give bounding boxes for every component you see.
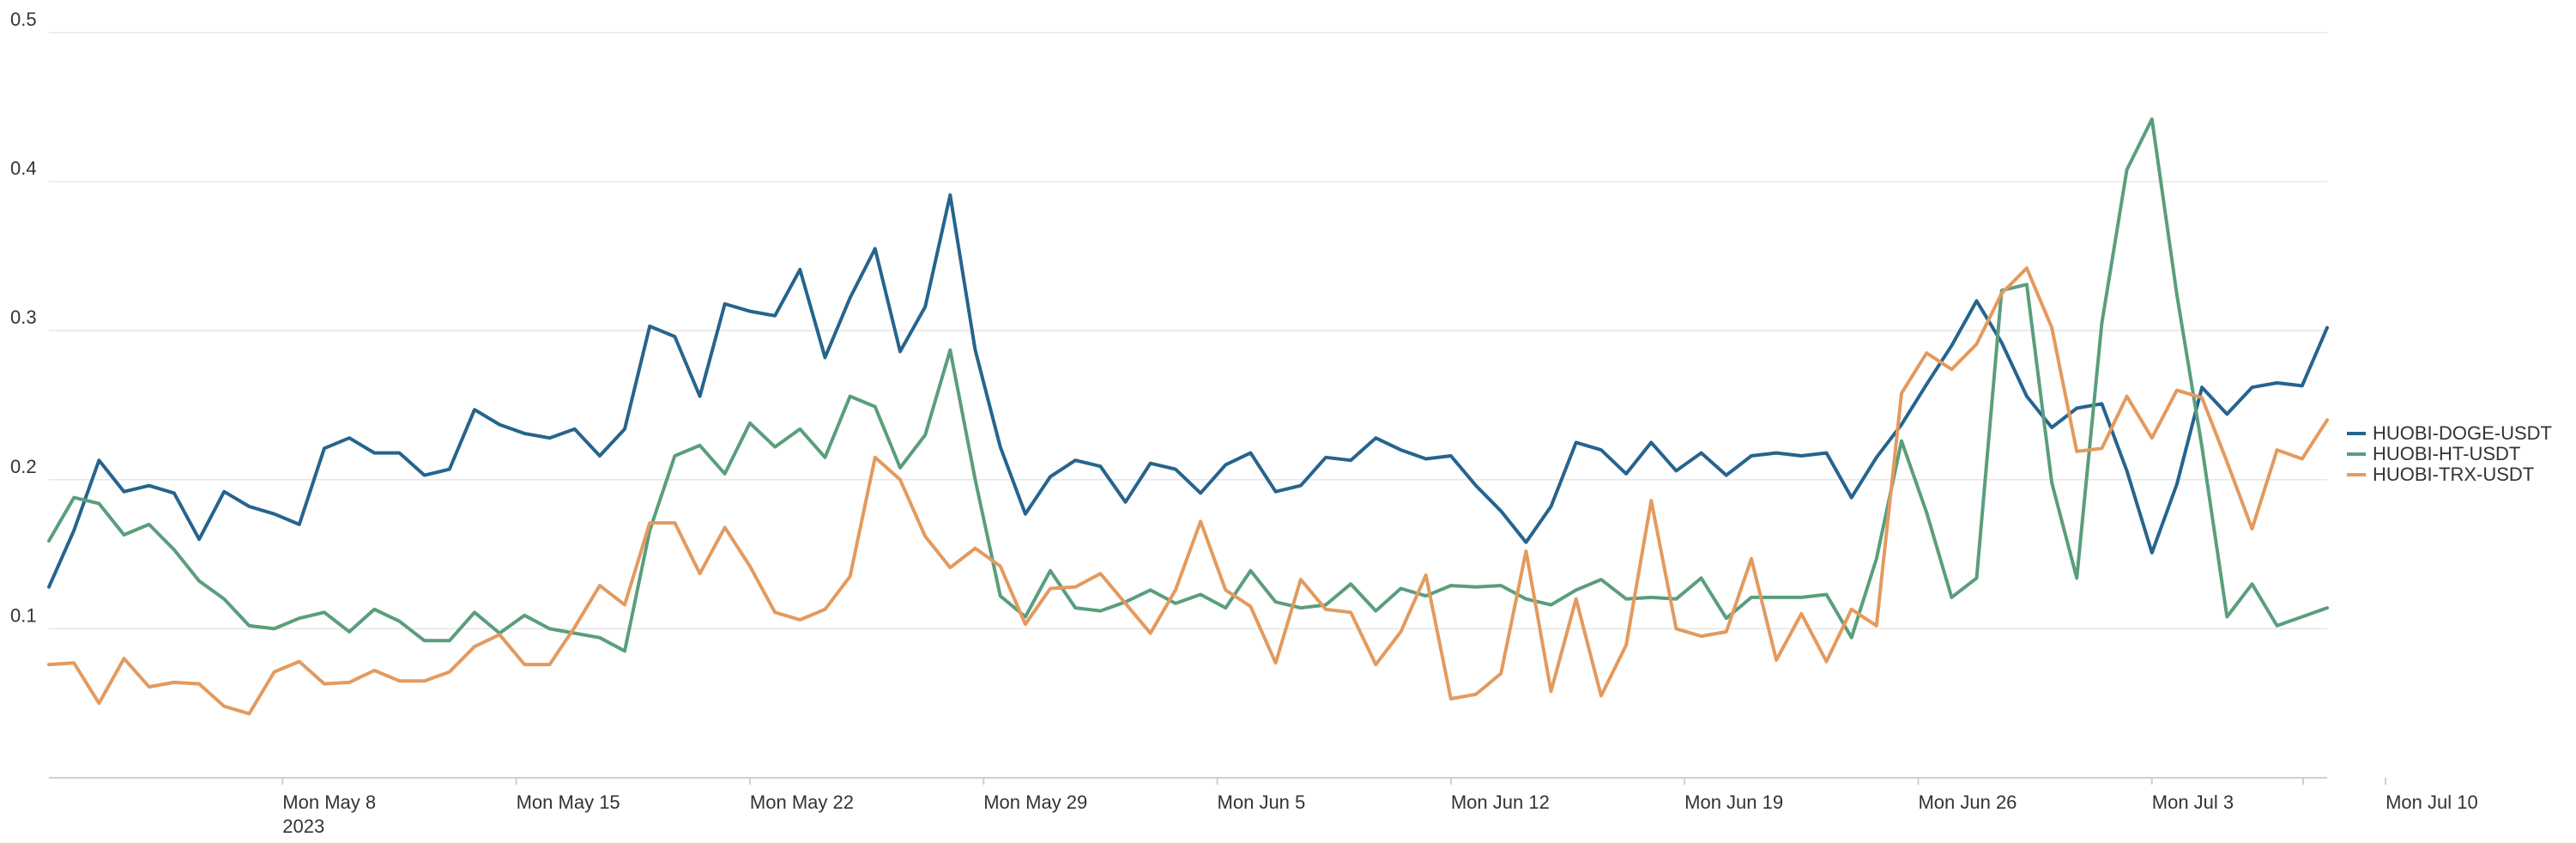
series-line-huobi-doge-usdt: [47, 193, 2329, 589]
x-tick-sublabel: 2023: [282, 816, 324, 837]
series-line-huobi-ht-usdt: [47, 117, 2329, 653]
grid-lines: [49, 32, 2327, 630]
y-tick-label: 0.1: [10, 604, 37, 626]
x-tick-label: Mon Jul 10: [2386, 791, 2478, 813]
legend-label-huobi-ht-usdt: HUOBI-HT-USDT: [2373, 443, 2520, 464]
y-tick-label: 0.4: [10, 158, 37, 179]
x-tick-label: Mon May 22: [750, 791, 854, 813]
y-tick-label: 0.3: [10, 306, 37, 328]
x-tick-label: Mon Jun 12: [1451, 791, 1550, 813]
x-axis: Mon May 8 2023 Mon May 15 Mon May 22 Mon May…: [49, 777, 2478, 837]
x-tick-label: Mon Jul 3: [2152, 791, 2234, 813]
y-axis-labels: 0.1 0.2 0.3 0.4 0.5: [10, 9, 37, 626]
legend-label-huobi-trx-usdt: HUOBI-TRX-USDT: [2373, 464, 2534, 485]
legend-label-huobi-doge-usdt: HUOBI-DOGE-USDT: [2373, 422, 2552, 444]
x-tick-label: Mon May 15: [517, 791, 620, 813]
x-tick-label: Mon Jun 5: [1218, 791, 1306, 813]
x-tick-label: Mon Jun 26: [1918, 791, 2017, 813]
series-line-huobi-trx-usdt: [47, 266, 2329, 716]
series-lines: [47, 117, 2329, 716]
x-tick-label: Mon Jun 19: [1684, 791, 1783, 813]
legend: HUOBI-DOGE-USDTHUOBI-HT-USDTHUOBI-TRX-US…: [2347, 422, 2552, 485]
y-tick-label: 0.2: [10, 456, 37, 477]
x-tick-label: Mon May 8: [282, 791, 376, 813]
x-tick-label: Mon May 29: [983, 791, 1087, 813]
y-tick-label: 0.5: [10, 9, 37, 30]
